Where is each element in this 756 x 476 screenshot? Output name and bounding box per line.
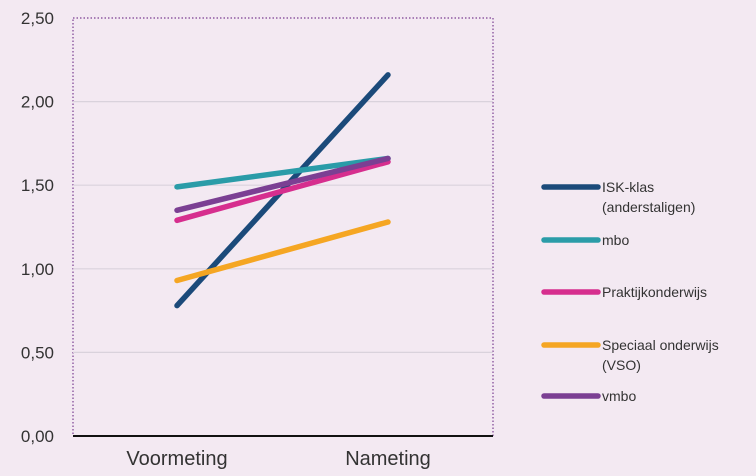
legend-label: (VSO) [602, 357, 641, 373]
y-tick-label: 0,00 [21, 427, 54, 446]
series-line [174, 159, 391, 224]
y-axis-ticks: 0,00 0,50 1,00 1,50 2,00 2,50 [21, 9, 54, 446]
series-line [174, 219, 391, 284]
legend-label: Praktijkonderwijs [602, 284, 707, 300]
legend-label: ISK-klas [602, 179, 654, 195]
y-tick-label: 1,50 [21, 176, 54, 195]
series-line [174, 155, 391, 214]
plot-area-frame [72, 17, 494, 437]
x-category-label: Voormeting [126, 448, 227, 470]
legend: ISK-klas (anderstaligen) mbo Praktijkonderw… [541, 179, 719, 404]
x-category-label: Nameting [345, 448, 431, 470]
series-lines [174, 72, 391, 309]
y-tick-label: 1,00 [21, 260, 54, 279]
series-line [174, 155, 391, 190]
y-tick-label: 2,50 [21, 9, 54, 28]
y-tick-label: 0,50 [21, 343, 54, 362]
legend-label: Speciaal onderwijs [602, 337, 719, 353]
legend-label: vmbo [602, 388, 636, 404]
legend-label: (anderstaligen) [602, 199, 695, 215]
y-tick-label: 2,00 [21, 93, 54, 112]
legend-label: mbo [602, 232, 629, 248]
gridlines [73, 100, 493, 353]
x-axis-categories: Voormeting Nameting [126, 448, 430, 470]
